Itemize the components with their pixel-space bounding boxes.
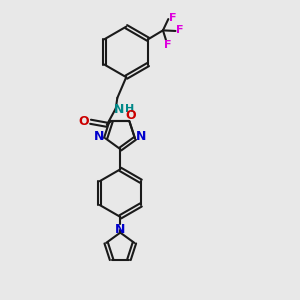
Text: O: O bbox=[79, 115, 89, 128]
Text: N: N bbox=[94, 130, 104, 143]
Text: N: N bbox=[115, 223, 125, 236]
Text: H: H bbox=[124, 104, 134, 114]
Text: F: F bbox=[176, 26, 184, 35]
Text: N: N bbox=[114, 103, 124, 116]
Text: F: F bbox=[164, 40, 172, 50]
Text: N: N bbox=[136, 130, 147, 143]
Text: F: F bbox=[169, 13, 176, 22]
Text: O: O bbox=[125, 109, 136, 122]
